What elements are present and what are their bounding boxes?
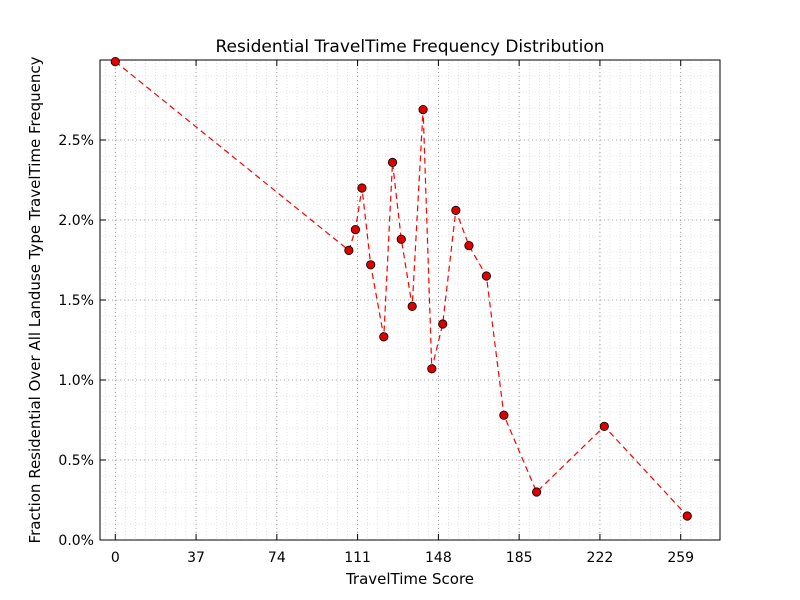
data-point <box>350 225 361 235</box>
data-point <box>464 241 474 251</box>
data-point <box>407 301 417 311</box>
data-point <box>366 260 376 270</box>
y-tick-label: 0.0% <box>58 533 94 549</box>
y-tick-label: 0.5% <box>58 453 94 469</box>
data-point <box>599 421 609 431</box>
y-tick-label: 2.5% <box>58 133 94 149</box>
data-point <box>379 332 389 342</box>
data-point <box>499 410 509 420</box>
data-point <box>396 234 406 244</box>
y-tick-label: 2.0% <box>58 213 94 229</box>
x-tick-label: 259 <box>667 550 694 566</box>
x-tick-labels: 0 37 74 111 148 185 222 259 <box>111 550 694 566</box>
data-point <box>387 157 398 167</box>
x-tick-label: 0 <box>111 550 120 566</box>
data-point <box>451 205 461 215</box>
y-tick-labels: 0.0% 0.5% 1.0% 1.5% 2.0% 2.5% <box>58 133 94 549</box>
x-tick-label: 111 <box>344 550 371 566</box>
chart-title: Residential TravelTime Frequency Distrib… <box>216 37 605 57</box>
data-point <box>344 245 354 255</box>
y-tick-label: 1.5% <box>58 293 94 309</box>
data-point <box>110 56 120 67</box>
data-point <box>357 183 367 193</box>
x-tick-label: 185 <box>506 550 533 566</box>
data-point <box>418 105 428 115</box>
data-point <box>427 364 437 374</box>
data-point <box>438 319 448 329</box>
x-tick-label: 222 <box>587 550 614 566</box>
data-point <box>682 511 692 521</box>
y-axis-label: Fraction Residential Over All Landuse Ty… <box>26 56 44 543</box>
x-tick-label: 74 <box>268 550 286 566</box>
x-tick-label: 148 <box>425 550 452 566</box>
data-point <box>532 487 542 497</box>
x-tick-label: 37 <box>187 550 205 566</box>
series-layer <box>110 56 692 521</box>
y-tick-label: 1.0% <box>58 373 94 389</box>
x-axis-label: TravelTime Score <box>345 570 474 588</box>
data-point <box>481 271 492 281</box>
